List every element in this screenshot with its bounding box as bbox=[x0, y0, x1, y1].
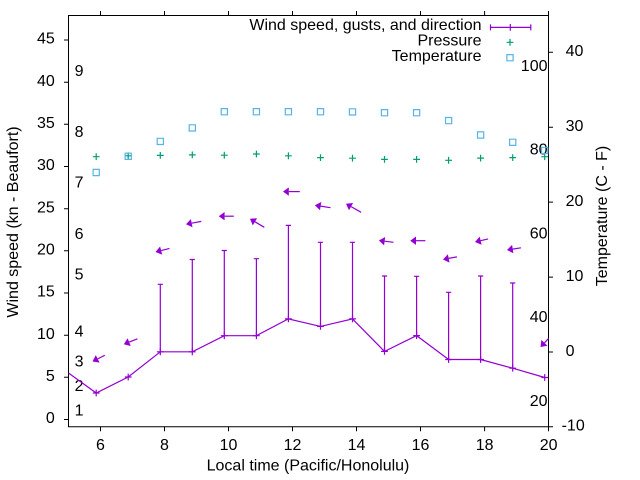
svg-text:80: 80 bbox=[530, 142, 548, 159]
svg-text:Temperature (C - F): Temperature (C - F) bbox=[594, 146, 611, 286]
svg-text:12: 12 bbox=[284, 437, 302, 454]
svg-text:8: 8 bbox=[160, 437, 169, 454]
svg-text:2: 2 bbox=[75, 378, 84, 395]
svg-text:Wind speed, gusts, and directi: Wind speed, gusts, and direction bbox=[249, 17, 481, 34]
svg-text:20: 20 bbox=[530, 393, 548, 410]
svg-text:10: 10 bbox=[37, 326, 55, 343]
svg-text:45: 45 bbox=[37, 31, 55, 48]
svg-text:35: 35 bbox=[37, 115, 55, 132]
svg-text:Wind speed (kn - Beaufort): Wind speed (kn - Beaufort) bbox=[5, 126, 22, 317]
svg-text:6: 6 bbox=[75, 226, 84, 243]
svg-text:0: 0 bbox=[46, 410, 55, 427]
svg-text:Local time (Pacific/Honolulu): Local time (Pacific/Honolulu) bbox=[207, 457, 410, 474]
svg-text:10: 10 bbox=[566, 268, 584, 285]
svg-text:40: 40 bbox=[530, 309, 548, 326]
svg-text:-10: -10 bbox=[562, 418, 585, 435]
svg-text:5: 5 bbox=[46, 368, 55, 385]
svg-text:16: 16 bbox=[412, 437, 430, 454]
svg-text:20: 20 bbox=[566, 193, 584, 210]
svg-text:6: 6 bbox=[96, 437, 105, 454]
svg-text:Temperature: Temperature bbox=[392, 48, 482, 65]
svg-text:30: 30 bbox=[37, 157, 55, 174]
svg-text:5: 5 bbox=[75, 267, 84, 284]
svg-text:20: 20 bbox=[37, 241, 55, 258]
svg-text:0: 0 bbox=[566, 343, 575, 360]
svg-text:60: 60 bbox=[530, 225, 548, 242]
svg-text:10: 10 bbox=[220, 437, 238, 454]
svg-text:3: 3 bbox=[75, 354, 84, 371]
svg-text:4: 4 bbox=[75, 324, 84, 341]
svg-text:40: 40 bbox=[37, 73, 55, 90]
svg-text:18: 18 bbox=[476, 437, 494, 454]
svg-text:7: 7 bbox=[75, 175, 84, 192]
svg-text:14: 14 bbox=[348, 437, 366, 454]
svg-text:40: 40 bbox=[566, 43, 584, 60]
svg-text:15: 15 bbox=[37, 284, 55, 301]
svg-text:1: 1 bbox=[75, 403, 84, 420]
svg-text:100: 100 bbox=[521, 58, 548, 75]
svg-text:Pressure: Pressure bbox=[417, 32, 481, 49]
svg-text:9: 9 bbox=[75, 63, 84, 80]
svg-text:30: 30 bbox=[566, 118, 584, 135]
svg-text:8: 8 bbox=[75, 124, 84, 141]
svg-text:25: 25 bbox=[37, 199, 55, 216]
svg-text:20: 20 bbox=[540, 437, 558, 454]
